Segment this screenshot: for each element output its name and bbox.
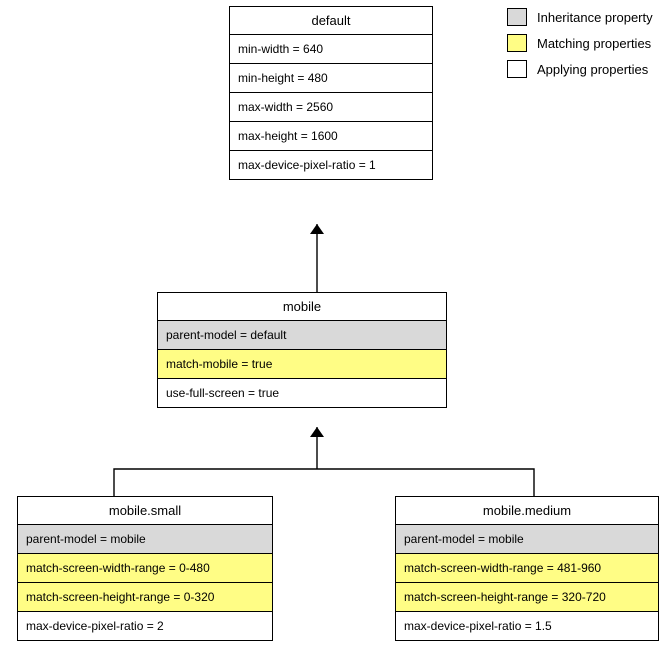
property-row: max-width = 2560 xyxy=(230,93,432,122)
node-mobile-medium: mobile.medium parent-model = mobile matc… xyxy=(395,496,659,641)
property-row: match-screen-width-range = 481-960 xyxy=(396,554,658,583)
property-row: max-device-pixel-ratio = 1 xyxy=(230,151,432,179)
legend-swatch-inheritance xyxy=(507,8,527,26)
node-title: mobile.small xyxy=(18,497,272,525)
property-row: match-mobile = true xyxy=(158,350,446,379)
node-title: default xyxy=(230,7,432,35)
legend-swatch-applying xyxy=(507,60,527,78)
legend-item: Applying properties xyxy=(507,60,653,78)
node-mobile: mobile parent-model = default match-mobi… xyxy=(157,292,447,408)
legend-swatch-matching xyxy=(507,34,527,52)
legend: Inheritance property Matching properties… xyxy=(507,8,653,86)
property-row: max-device-pixel-ratio = 1.5 xyxy=(396,612,658,640)
legend-item: Matching properties xyxy=(507,34,653,52)
property-row: min-height = 480 xyxy=(230,64,432,93)
property-row: max-height = 1600 xyxy=(230,122,432,151)
legend-label: Matching properties xyxy=(537,36,651,51)
property-row: match-screen-width-range = 0-480 xyxy=(18,554,272,583)
property-row: max-device-pixel-ratio = 2 xyxy=(18,612,272,640)
property-row: parent-model = default xyxy=(158,321,446,350)
property-row: match-screen-height-range = 320-720 xyxy=(396,583,658,612)
legend-label: Inheritance property xyxy=(537,10,653,25)
property-row: parent-model = mobile xyxy=(396,525,658,554)
node-mobile-small: mobile.small parent-model = mobile match… xyxy=(17,496,273,641)
legend-label: Applying properties xyxy=(537,62,648,77)
legend-item: Inheritance property xyxy=(507,8,653,26)
property-row: parent-model = mobile xyxy=(18,525,272,554)
property-row: min-width = 640 xyxy=(230,35,432,64)
property-row: match-screen-height-range = 0-320 xyxy=(18,583,272,612)
node-default: default min-width = 640 min-height = 480… xyxy=(229,6,433,180)
node-title: mobile xyxy=(158,293,446,321)
node-title: mobile.medium xyxy=(396,497,658,525)
property-row: use-full-screen = true xyxy=(158,379,446,407)
